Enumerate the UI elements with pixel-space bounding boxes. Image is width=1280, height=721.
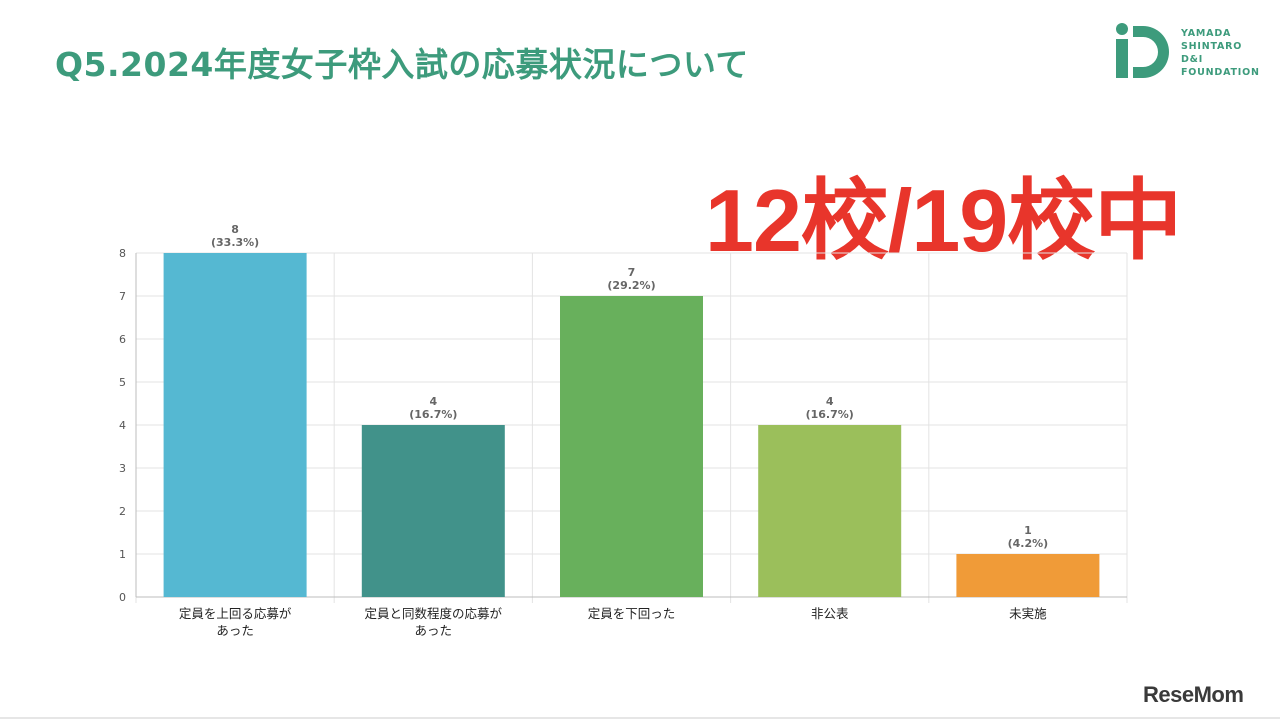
foundation-logo: YAMADA SHINTARO D&I FOUNDATION [1113, 22, 1273, 82]
y-tick-label: 5 [119, 376, 126, 389]
y-tick-label: 1 [119, 548, 126, 561]
y-tick-label: 6 [119, 333, 126, 346]
bar-value-label: 8 [231, 223, 239, 236]
bar-percent-label: (16.7%) [409, 408, 457, 421]
x-tick-label: 定員を下回った [588, 606, 676, 621]
logo-line: YAMADA [1181, 28, 1232, 39]
bar-percent-label: (16.7%) [806, 408, 854, 421]
x-tick-label: あった [216, 623, 254, 638]
bar-value-label: 1 [1024, 524, 1032, 537]
bar-value-label: 4 [429, 395, 437, 408]
logo-line: SHINTARO [1181, 41, 1243, 52]
x-tick-label: 非公表 [811, 606, 849, 621]
x-tick-label: あった [415, 623, 453, 638]
x-tick-label: 定員を上回る応募が [179, 606, 292, 621]
bar [758, 425, 902, 597]
y-tick-label: 4 [119, 419, 126, 432]
bar-percent-label: (29.2%) [607, 279, 655, 292]
bar [560, 296, 703, 597]
y-tick-label: 3 [119, 462, 126, 475]
y-tick-label: 0 [119, 591, 126, 604]
x-tick-label: 定員と同数程度の応募が [365, 606, 503, 621]
bar-percent-label: (4.2%) [1008, 537, 1049, 550]
bar [163, 253, 307, 597]
logo-line: FOUNDATION [1181, 67, 1260, 78]
x-tick-label: 未実施 [1009, 606, 1047, 621]
bar-value-label: 7 [628, 266, 636, 279]
logo-line: D&I [1181, 54, 1204, 65]
bar [956, 554, 1100, 597]
bottom-divider [0, 717, 1280, 719]
bar [361, 425, 505, 597]
y-tick-label: 8 [119, 247, 126, 260]
y-tick-label: 2 [119, 505, 126, 518]
bar-percent-label: (33.3%) [211, 236, 259, 249]
bar-value-label: 4 [826, 395, 834, 408]
logo-mark-icon [1116, 23, 1169, 78]
page-title: Q5.2024年度女子枠入試の応募状況について [55, 45, 749, 84]
y-tick-label: 7 [119, 290, 126, 303]
resemom-watermark: ReseMom [1143, 682, 1244, 707]
logo-wordmark: YAMADA SHINTARO D&I FOUNDATION [1181, 27, 1260, 79]
